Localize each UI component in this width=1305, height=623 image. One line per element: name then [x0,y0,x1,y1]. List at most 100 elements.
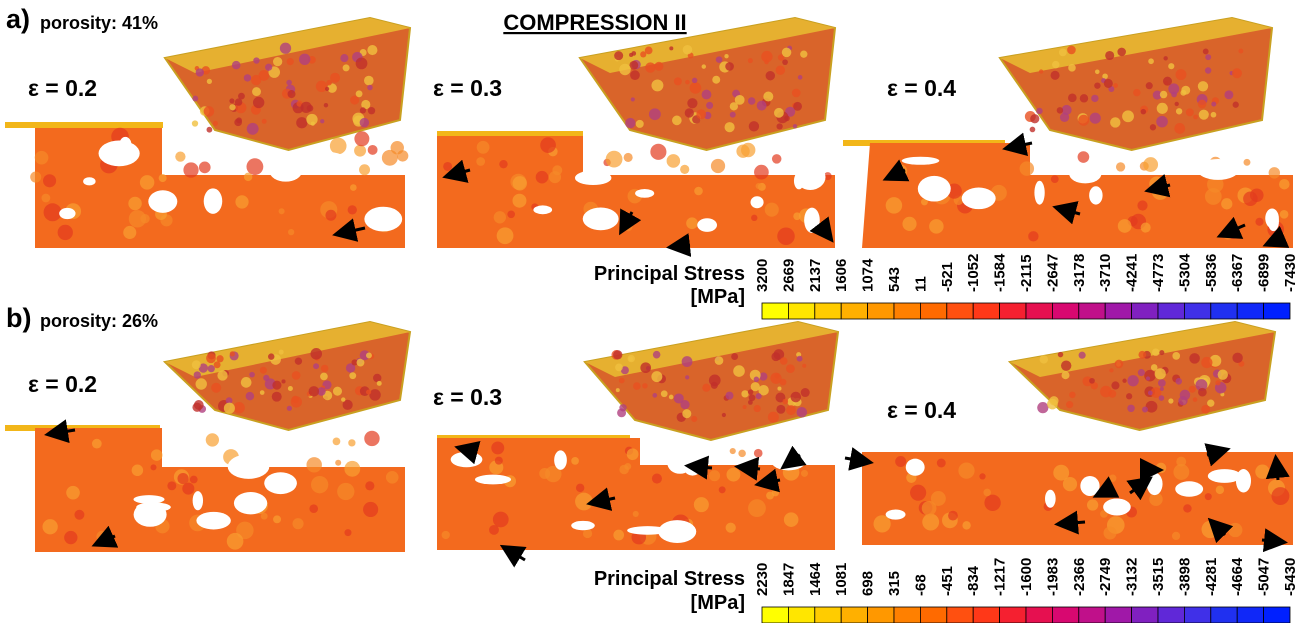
block-speckle [272,381,281,390]
stress-spot [1221,198,1232,209]
stress-spot [513,176,527,190]
colorbar-title: Principal Stress [594,568,745,590]
colorbar-cell [973,607,999,623]
pore [902,157,940,165]
block-speckle [625,118,635,128]
stress-spot [962,521,970,529]
block-speckle [775,374,780,379]
block-speckle [229,104,235,110]
stress-spot [123,226,136,239]
block-speckle [224,403,235,414]
colorbar-tick-label: -2115 [1018,254,1035,292]
block-speckle [1061,360,1071,370]
block-speckle [268,353,274,359]
block-speckle [369,389,380,400]
block-speckle [754,405,761,412]
block-speckle [252,87,261,96]
block-speckle [324,103,328,107]
block-speckle [207,127,213,133]
colorbar-tick-label: 1847 [780,563,797,596]
stress-spot [244,173,252,181]
stress-spot [754,449,763,458]
page: COMPRESSION II a) porosity: 41% ε = 0.2 … [0,0,1305,623]
block-speckle [1133,89,1140,96]
block-speckle [1215,380,1220,385]
block-speckle [696,109,706,119]
specimen [437,131,835,248]
pore [83,177,95,185]
block-speckle [661,390,668,397]
block-speckle [311,348,323,360]
block-speckle [1080,94,1088,102]
block-speckle [1104,79,1113,88]
block-speckle [208,365,215,372]
colorbar-cell [1105,607,1131,623]
block-speckle [1142,406,1148,412]
colorbar-tick-label: 2137 [807,259,824,292]
block-speckle [1160,387,1164,391]
block-speckle [669,395,674,400]
block-speckle [619,404,626,411]
block-speckle [674,393,684,403]
stress-spot [311,476,328,493]
block-speckle [299,54,310,65]
stress-spot [686,217,698,229]
colorbar-tick-label: 1464 [807,562,824,596]
block-speckle [1066,401,1073,408]
block-speckle [674,77,682,85]
block-speckle [213,121,218,126]
strain-label: ε = 0.3 [433,75,502,101]
block-speckle [287,406,292,411]
colorbar-cell [1237,607,1263,623]
stress-spot [177,473,188,484]
pore [962,188,996,210]
stress-spot [493,512,509,528]
block-speckle [313,363,319,369]
stress-spot [190,476,198,484]
block-speckle [631,97,635,101]
stress-spot [199,162,211,174]
block-speckle [645,47,653,55]
block-speckle [1141,109,1146,114]
block-speckle [793,124,797,128]
block-speckle [1201,357,1212,368]
block-speckle [1158,379,1166,387]
colorbar-tick-label: -521 [939,262,956,292]
block-speckle [682,356,693,367]
block-speckle [1232,353,1242,363]
block-speckle [272,392,282,402]
block-speckle [292,371,301,380]
block-speckle [1127,405,1134,412]
stress-spot [711,159,725,173]
stress-spot [902,217,916,231]
block-speckle [782,59,788,65]
block-speckle [619,378,625,384]
pore [583,208,619,231]
block-speckle [730,112,736,118]
block-speckle [1069,392,1076,399]
block-speckle [207,79,212,84]
block-speckle [722,413,726,417]
colorbar-cell [1158,607,1184,623]
colorbar-tick-label: 543 [886,267,903,292]
stress-spot [227,533,244,550]
block-speckle [232,61,241,70]
pore [270,161,302,182]
stress-spot [756,183,762,189]
stress-spot [793,212,801,220]
stress-spot [365,481,374,490]
block-speckle [1068,94,1077,103]
block-speckle [782,48,792,58]
colorbar-tick-label: -2647 [1044,254,1061,292]
block-speckle [615,364,623,372]
colorbar-tick-label: -1217 [992,558,1009,596]
stress-spot [1116,162,1125,171]
block-speckle [321,365,328,372]
block-speckle [1176,108,1182,114]
colorbar-cell [1079,607,1105,623]
block-speckle [1163,56,1167,60]
block-speckle [764,60,769,65]
block-speckle [216,355,223,362]
stress-spot [1087,499,1098,510]
colorbar-tick-label: -3178 [1071,254,1088,292]
